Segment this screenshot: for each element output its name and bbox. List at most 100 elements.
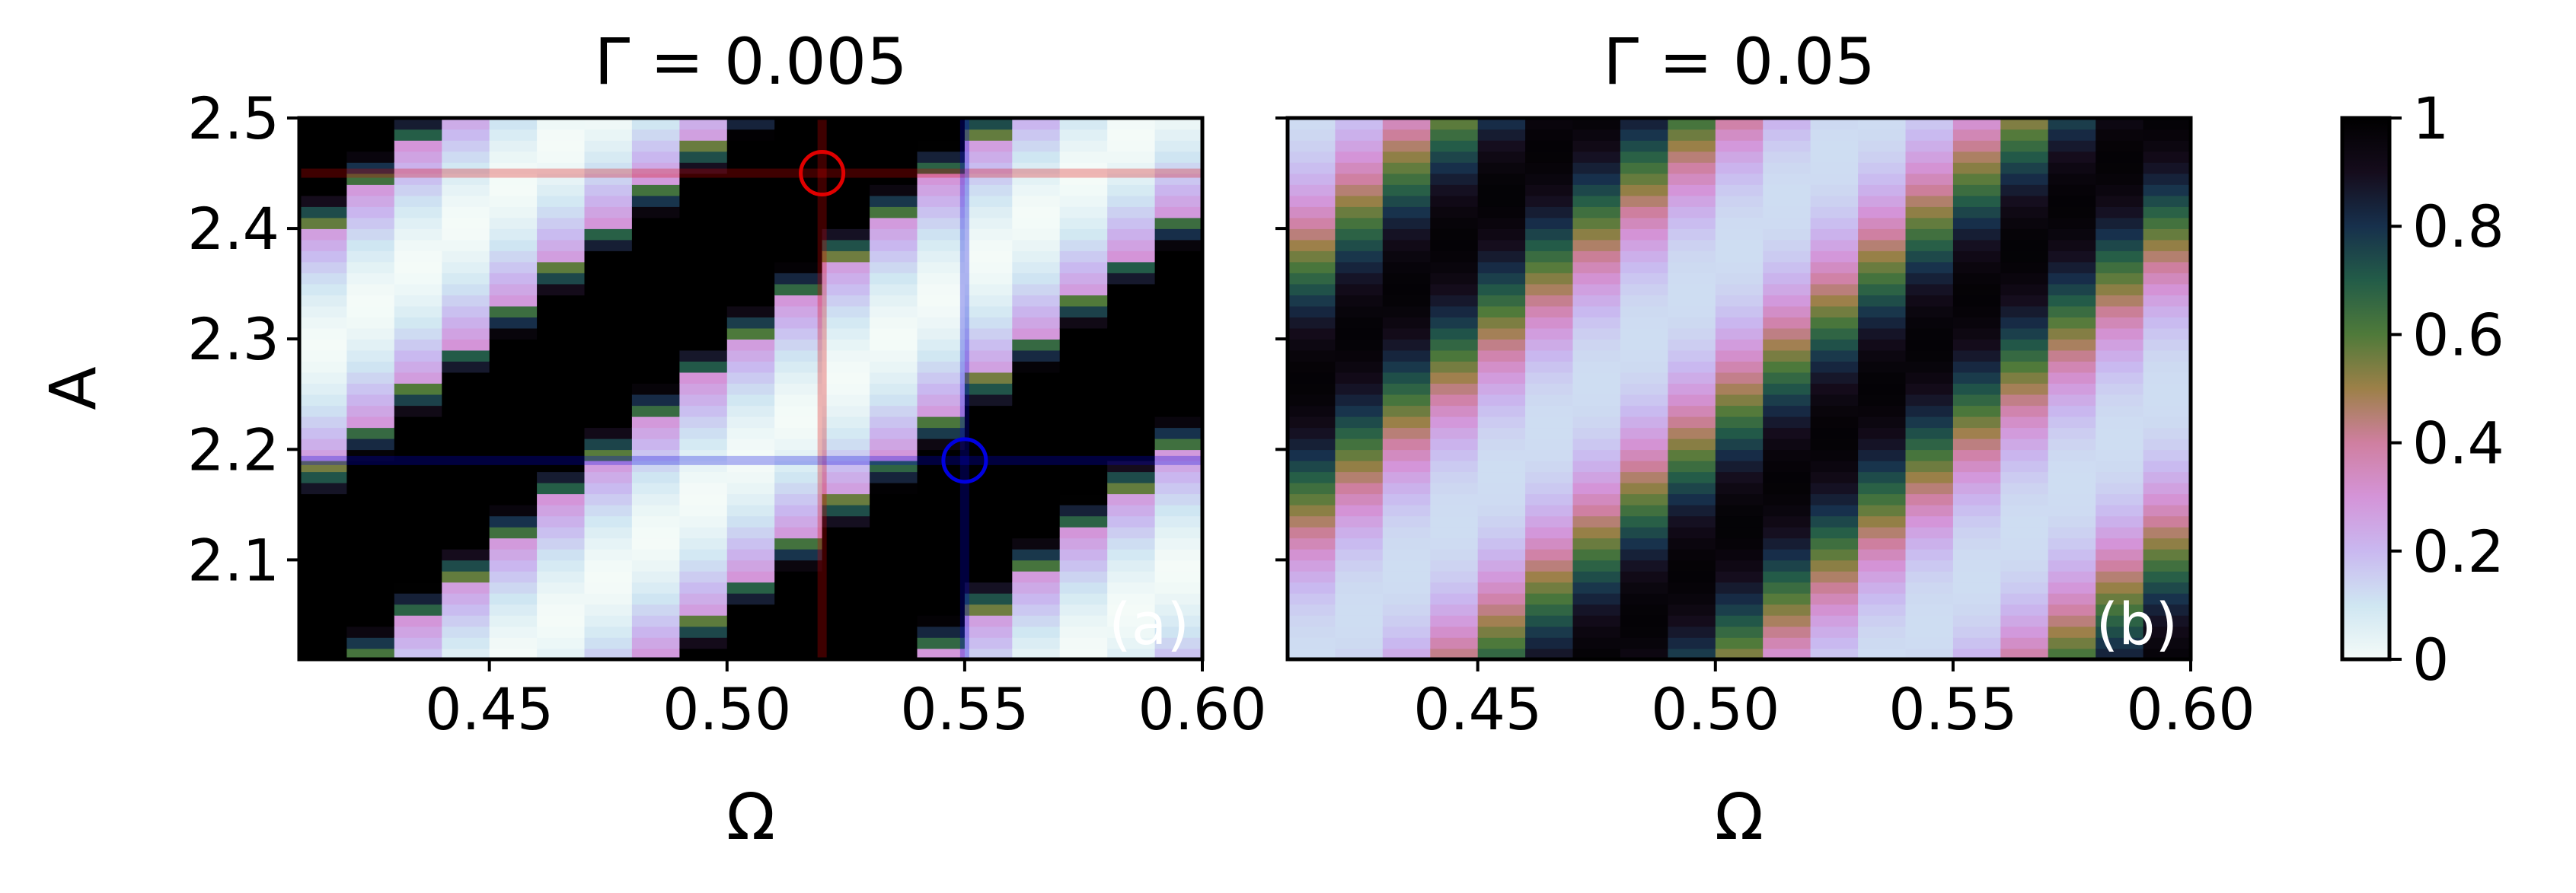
heatmap-cell xyxy=(537,560,586,572)
heatmap-cell xyxy=(1382,592,1431,605)
heatmap-cell xyxy=(1059,471,1108,483)
heatmap-cell xyxy=(346,592,395,605)
heatmap-cell xyxy=(679,648,728,659)
heatmap-cell xyxy=(822,526,870,539)
heatmap-cell xyxy=(2143,217,2191,229)
heatmap-cell xyxy=(1858,195,1907,207)
heatmap-cell xyxy=(1382,482,1431,495)
heatmap-cell xyxy=(870,560,918,572)
heatmap-cell xyxy=(631,250,681,263)
heatmap-cell xyxy=(1525,206,1574,218)
heatmap-cell xyxy=(1715,118,1764,130)
heatmap-cell xyxy=(1620,493,1669,506)
heatmap-cell xyxy=(2000,383,2049,395)
heatmap-cell xyxy=(631,570,681,583)
heatmap-cell xyxy=(1715,283,1764,295)
heatmap-cell xyxy=(1572,118,1621,130)
heatmap-cell xyxy=(394,648,442,659)
heatmap-cell xyxy=(442,140,490,152)
heatmap-cell xyxy=(1810,515,1859,528)
heatmap-cell xyxy=(442,504,490,517)
heatmap-cell xyxy=(726,327,775,340)
heatmap-cell xyxy=(1763,416,1811,429)
heatmap-cell xyxy=(1288,140,1336,152)
heatmap-cell xyxy=(1477,151,1526,163)
heatmap-cell xyxy=(631,615,681,627)
heatmap-cell xyxy=(1288,228,1336,241)
heatmap-cell xyxy=(631,151,681,163)
heatmap-cell xyxy=(2048,129,2096,141)
heatmap-cell xyxy=(1059,162,1108,174)
heatmap-cell xyxy=(1154,405,1202,417)
heatmap-cell xyxy=(1952,217,2002,229)
heatmap-cell xyxy=(1715,592,1764,605)
heatmap-cell xyxy=(2143,460,2191,473)
heatmap-cell xyxy=(1012,173,1061,185)
heatmap-cell xyxy=(346,394,395,407)
heatmap-cell xyxy=(537,283,586,295)
heatmap-cell xyxy=(1572,261,1621,273)
heatmap-cell xyxy=(2000,239,2049,251)
heatmap-cell xyxy=(917,206,966,218)
heatmap-cell xyxy=(1905,372,1954,384)
heatmap-cell xyxy=(631,405,681,417)
heatmap-cell xyxy=(442,427,490,439)
heatmap-cell xyxy=(346,173,395,185)
heatmap-cell xyxy=(964,570,1013,583)
x-tick-label: 0.60 xyxy=(1138,675,1266,743)
heatmap-cell xyxy=(726,427,775,439)
heatmap-cell xyxy=(1288,615,1336,627)
heatmap-cell xyxy=(726,592,775,605)
heatmap-cell xyxy=(1715,295,1764,307)
heatmap-cell xyxy=(1620,228,1669,241)
heatmap-cell xyxy=(2048,162,2096,174)
heatmap-cell xyxy=(1810,206,1859,218)
heatmap-cell xyxy=(1763,504,1811,517)
heatmap-cell xyxy=(2143,493,2191,506)
heatmap-cell xyxy=(346,261,395,273)
heatmap-cell xyxy=(1477,173,1526,185)
heatmap-cell xyxy=(299,460,348,473)
heatmap-cell xyxy=(299,427,348,439)
heatmap-cell xyxy=(964,526,1013,539)
heatmap-cell xyxy=(917,560,966,572)
heatmap-cell xyxy=(1154,206,1202,218)
heatmap-cell xyxy=(1858,283,1907,295)
heatmap-cell xyxy=(1525,317,1574,329)
heatmap-cell xyxy=(1477,560,1526,572)
heatmap-cell xyxy=(537,570,586,583)
heatmap-cell xyxy=(1288,526,1336,539)
heatmap-cell xyxy=(1525,372,1574,384)
heatmap-cell xyxy=(1382,151,1431,163)
heatmap-cell xyxy=(1858,118,1907,130)
heatmap-cell xyxy=(1477,438,1526,451)
heatmap-cell xyxy=(1858,394,1907,407)
heatmap-cell xyxy=(679,317,728,329)
heatmap-cell xyxy=(1620,250,1669,263)
heatmap-cell xyxy=(1525,537,1574,550)
heatmap-cell xyxy=(726,438,775,451)
heatmap-cell xyxy=(774,504,823,517)
heatmap-cell xyxy=(2096,560,2144,572)
heatmap-cell xyxy=(2096,394,2144,407)
heatmap-cell xyxy=(631,206,681,218)
heatmap-cell xyxy=(2096,140,2144,152)
heatmap-cell xyxy=(2048,515,2096,528)
heatmap-cell xyxy=(1059,515,1108,528)
heatmap-cell xyxy=(1668,416,1716,429)
heatmap-cell xyxy=(2096,162,2144,174)
heatmap-cell xyxy=(1810,570,1859,583)
heatmap-cell xyxy=(1525,217,1574,229)
heatmap-cell xyxy=(1059,526,1108,539)
heatmap-cell xyxy=(1335,537,1384,550)
heatmap-cell xyxy=(1154,228,1202,241)
heatmap-cell xyxy=(1288,195,1336,207)
heatmap-cell xyxy=(1858,239,1907,251)
heatmap-cell xyxy=(774,129,823,141)
heatmap-cell xyxy=(631,438,681,451)
heatmap-cell xyxy=(299,283,348,295)
heatmap-cell xyxy=(489,504,538,517)
heatmap-cell xyxy=(870,405,918,417)
heatmap-cell xyxy=(1059,615,1108,627)
heatmap-cell xyxy=(1525,449,1574,461)
